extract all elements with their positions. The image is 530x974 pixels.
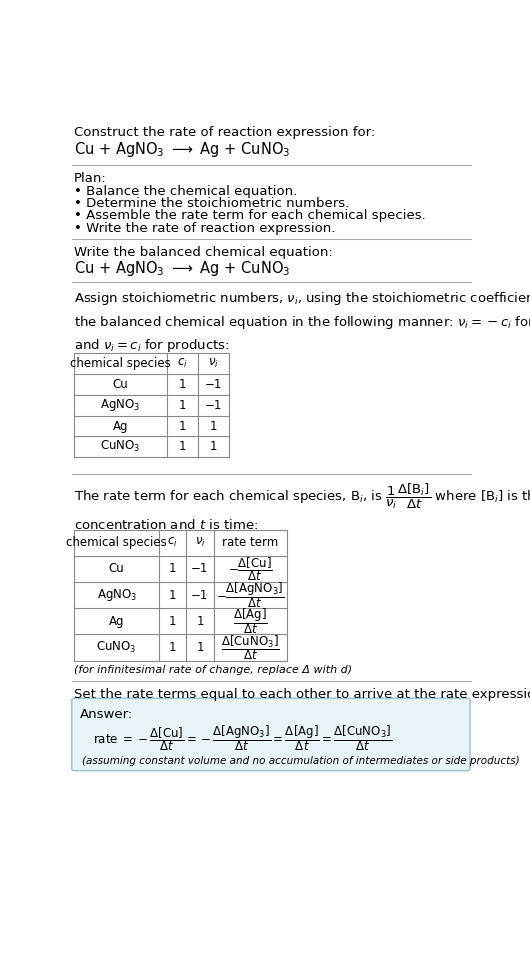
Text: $c_i$: $c_i$ [177,357,188,370]
Text: $\dfrac{\Delta[\mathrm{Ag}]}{\Delta t}$: $\dfrac{\Delta[\mathrm{Ag}]}{\Delta t}$ [233,607,268,636]
Text: $c_i$: $c_i$ [167,536,178,549]
Text: AgNO$_3$: AgNO$_3$ [100,397,140,413]
Text: • Assemble the rate term for each chemical species.: • Assemble the rate term for each chemic… [74,209,426,222]
Text: chemical species: chemical species [70,357,171,370]
Text: rate term: rate term [222,537,278,549]
Text: $\nu_i$: $\nu_i$ [208,357,219,370]
Text: 1: 1 [179,378,186,391]
Text: Cu: Cu [109,562,125,576]
Text: chemical species: chemical species [66,537,167,549]
Text: Write the balanced chemical equation:: Write the balanced chemical equation: [74,246,333,259]
Text: The rate term for each chemical species, B$_i$, is $\dfrac{1}{\nu_i}\dfrac{\Delt: The rate term for each chemical species,… [74,482,530,532]
Text: CuNO$_3$: CuNO$_3$ [96,640,137,655]
Text: $\dfrac{\Delta[\mathrm{CuNO_3}]}{\Delta t}$: $\dfrac{\Delta[\mathrm{CuNO_3}]}{\Delta … [221,633,280,661]
Text: 1: 1 [179,440,186,453]
Text: (for infinitesimal rate of change, replace Δ with d): (for infinitesimal rate of change, repla… [74,665,352,675]
Text: • Determine the stoichiometric numbers.: • Determine the stoichiometric numbers. [74,197,349,210]
Text: Assign stoichiometric numbers, $\nu_i$, using the stoichiometric coefficients, $: Assign stoichiometric numbers, $\nu_i$, … [74,290,530,355]
Text: 1: 1 [169,562,176,576]
Text: Set the rate terms equal to each other to arrive at the rate expression:: Set the rate terms equal to each other t… [74,689,530,701]
Text: 1: 1 [169,615,176,627]
Text: Ag: Ag [113,420,128,432]
Text: $\nu_i$: $\nu_i$ [195,536,205,549]
Text: Cu: Cu [112,378,128,391]
Text: Cu + AgNO$_3$ $\longrightarrow$ Ag + CuNO$_3$: Cu + AgNO$_3$ $\longrightarrow$ Ag + CuN… [74,259,290,279]
Text: Construct the rate of reaction expression for:: Construct the rate of reaction expressio… [74,126,375,139]
Text: 1: 1 [169,588,176,602]
Text: 1: 1 [210,420,217,432]
Text: −1: −1 [205,398,222,412]
Text: 1: 1 [179,398,186,412]
Text: $-\dfrac{\Delta[\mathrm{Cu}]}{\Delta t}$: $-\dfrac{\Delta[\mathrm{Cu}]}{\Delta t}$ [228,555,272,582]
Text: Plan:: Plan: [74,172,107,185]
Text: −1: −1 [191,562,209,576]
Text: −1: −1 [191,588,209,602]
Text: rate $= -\dfrac{\Delta[\mathrm{Cu}]}{\Delta t} = -\dfrac{\Delta[\mathrm{AgNO_3}]: rate $= -\dfrac{\Delta[\mathrm{Cu}]}{\De… [93,724,392,753]
Text: 1: 1 [179,420,186,432]
Text: • Write the rate of reaction expression.: • Write the rate of reaction expression. [74,222,335,235]
Text: CuNO$_3$: CuNO$_3$ [100,439,140,455]
Text: 1: 1 [196,615,204,627]
Text: Answer:: Answer: [80,708,134,721]
Text: Ag: Ag [109,615,125,627]
Text: 1: 1 [196,641,204,654]
Text: (assuming constant volume and no accumulation of intermediates or side products): (assuming constant volume and no accumul… [82,756,519,766]
Text: AgNO$_3$: AgNO$_3$ [96,587,137,603]
Text: $-\dfrac{\Delta[\mathrm{AgNO_3}]}{\Delta t}$: $-\dfrac{\Delta[\mathrm{AgNO_3}]}{\Delta… [216,581,285,610]
Text: 1: 1 [210,440,217,453]
Text: 1: 1 [169,641,176,654]
Text: Cu + AgNO$_3$ $\longrightarrow$ Ag + CuNO$_3$: Cu + AgNO$_3$ $\longrightarrow$ Ag + CuN… [74,140,290,159]
Text: • Balance the chemical equation.: • Balance the chemical equation. [74,185,297,198]
FancyBboxPatch shape [72,698,470,770]
Text: −1: −1 [205,378,222,391]
